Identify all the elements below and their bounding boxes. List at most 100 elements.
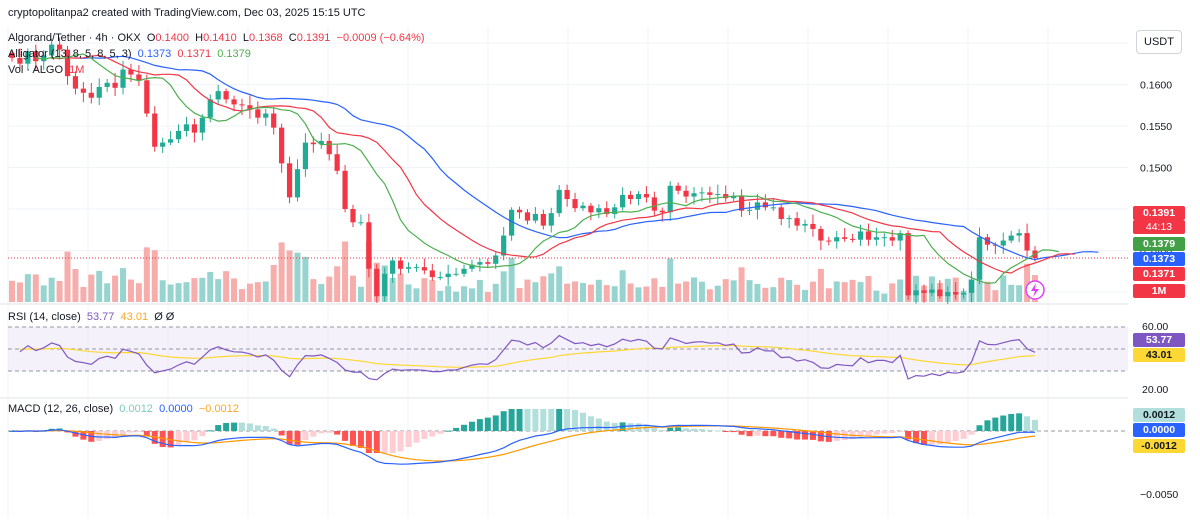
- candle-body: [326, 140, 332, 155]
- macd-histogram-bar: [691, 428, 697, 431]
- rsi-legend[interactable]: RSI (14, close) 53.77 43.01 Ø Ø: [8, 311, 174, 323]
- macd-histogram-bar: [127, 431, 134, 433]
- candle-body: [382, 273, 388, 297]
- volume-bar: [881, 293, 888, 302]
- volume-bar: [476, 279, 483, 302]
- volume-bar: [691, 277, 697, 302]
- macd-histogram-bar: [373, 431, 380, 453]
- candle-body: [160, 142, 166, 147]
- volume-bar: [342, 241, 349, 302]
- macd-histogram-bar: [984, 420, 991, 431]
- alligator-label: Alligator (13, 8, 5, 8, 5, 3): [8, 48, 132, 60]
- volume-bar: [127, 279, 134, 302]
- candle-body: [786, 218, 792, 220]
- volume-bar: [802, 289, 809, 302]
- volume-bar: [857, 282, 864, 302]
- volume-bar: [722, 279, 729, 302]
- macd-histogram-bar: [698, 429, 705, 431]
- macd-histogram-bar: [215, 425, 222, 431]
- macd-histogram-bar: [873, 431, 880, 435]
- macd-histogram-bar: [516, 409, 523, 431]
- volume-bar: [706, 289, 713, 302]
- volume-bar: [159, 280, 166, 302]
- volume-bar: [199, 277, 206, 302]
- volume-bar: [841, 282, 848, 302]
- volume-bar: [40, 285, 47, 302]
- candle-body: [96, 86, 102, 98]
- candle-body: [596, 208, 602, 213]
- high-value: 0.1410: [203, 32, 237, 44]
- candle-body: [746, 209, 753, 211]
- currency-button[interactable]: USDT: [1136, 30, 1182, 54]
- volume-bar: [992, 290, 999, 302]
- macd-histogram-bar: [270, 428, 277, 431]
- candle-body: [374, 268, 380, 297]
- candle-body: [524, 212, 531, 221]
- candle-body: [9, 52, 15, 58]
- macd-histogram-bar: [841, 431, 848, 440]
- volume-bar: [429, 280, 436, 302]
- volume-bar: [175, 283, 182, 302]
- macd-histogram-bar: [159, 431, 166, 447]
- candle-body: [976, 237, 983, 280]
- candle-body: [405, 267, 412, 269]
- symbol-name[interactable]: Algorand/Tether · 4h · OKX: [8, 32, 141, 44]
- macd-histogram-bar: [294, 431, 301, 445]
- volume-legend[interactable]: Vol · ALGO 1M: [8, 64, 84, 76]
- volume-bar: [389, 277, 396, 302]
- candle-body: [25, 51, 31, 64]
- candle-body: [762, 202, 768, 208]
- candle-body: [738, 195, 745, 211]
- volume-bar: [1024, 263, 1031, 302]
- candle-body: [152, 113, 158, 147]
- macd-histogram-bar: [453, 427, 460, 431]
- macd-histogram-bar: [952, 431, 959, 442]
- candle-body: [501, 235, 507, 256]
- candle-body: [509, 209, 515, 236]
- macd-histogram-bar: [207, 430, 214, 432]
- volume-bar: [238, 289, 245, 302]
- volume-bar: [334, 266, 341, 302]
- change-value: −0.0009 (−0.64%): [336, 32, 425, 44]
- rsi-ma-line: [19, 344, 1036, 368]
- macd-hist-value: 0.0012: [119, 403, 153, 415]
- macd-histogram-bar: [302, 431, 309, 441]
- macd-histogram-bar: [96, 431, 103, 441]
- candle-body: [239, 104, 245, 106]
- volume-bar: [104, 283, 111, 302]
- jaw-price-tag: 0.1373: [1133, 252, 1185, 266]
- volume-bar: [48, 277, 55, 302]
- volume-bar: [627, 283, 634, 302]
- candle-body: [310, 142, 316, 145]
- volume-bar: [9, 280, 15, 302]
- volume-tag: 1M: [1133, 284, 1185, 298]
- macd-legend[interactable]: MACD (12, 26, close) 0.0012 0.0000 −0.00…: [8, 403, 239, 415]
- macd-histogram-bar: [651, 427, 658, 431]
- lightning-icon-glyph: [1031, 283, 1039, 297]
- macd-histogram-bar: [754, 431, 761, 436]
- macd-signal-value: −0.0012: [198, 403, 239, 415]
- candle-body: [64, 49, 71, 77]
- volume-bar: [32, 274, 39, 302]
- macd-histogram-bar: [960, 431, 967, 439]
- alligator-legend[interactable]: Alligator (13, 8, 5, 8, 5, 3) 0.1373 0.1…: [8, 48, 251, 60]
- volume-bar: [246, 283, 253, 302]
- candle-body: [271, 113, 277, 128]
- volume-bar: [143, 247, 150, 302]
- attribution-text: cryptopolitanpa2 created with TradingVie…: [8, 7, 366, 19]
- rsi-pane: [8, 326, 1128, 381]
- candle-body: [413, 267, 420, 269]
- candle-body: [580, 205, 586, 209]
- close-value: 0.1391: [296, 32, 331, 44]
- volume-bar: [643, 286, 650, 302]
- candle-body: [572, 199, 578, 209]
- candle-body: [842, 237, 848, 239]
- volume-bar: [778, 277, 785, 302]
- volume-bar: [445, 286, 452, 302]
- candle-body: [366, 222, 372, 269]
- macd-histogram-bar: [476, 419, 483, 431]
- candle-body: [929, 289, 935, 293]
- volume-bar: [72, 269, 79, 302]
- rsi-value: 53.77: [86, 311, 115, 323]
